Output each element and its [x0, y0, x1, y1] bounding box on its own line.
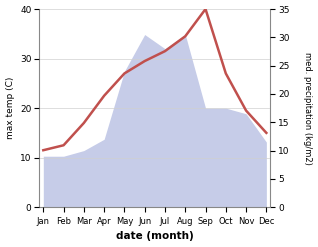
Y-axis label: med. precipitation (kg/m2): med. precipitation (kg/m2)	[303, 52, 313, 165]
X-axis label: date (month): date (month)	[116, 231, 194, 242]
Y-axis label: max temp (C): max temp (C)	[5, 77, 15, 139]
